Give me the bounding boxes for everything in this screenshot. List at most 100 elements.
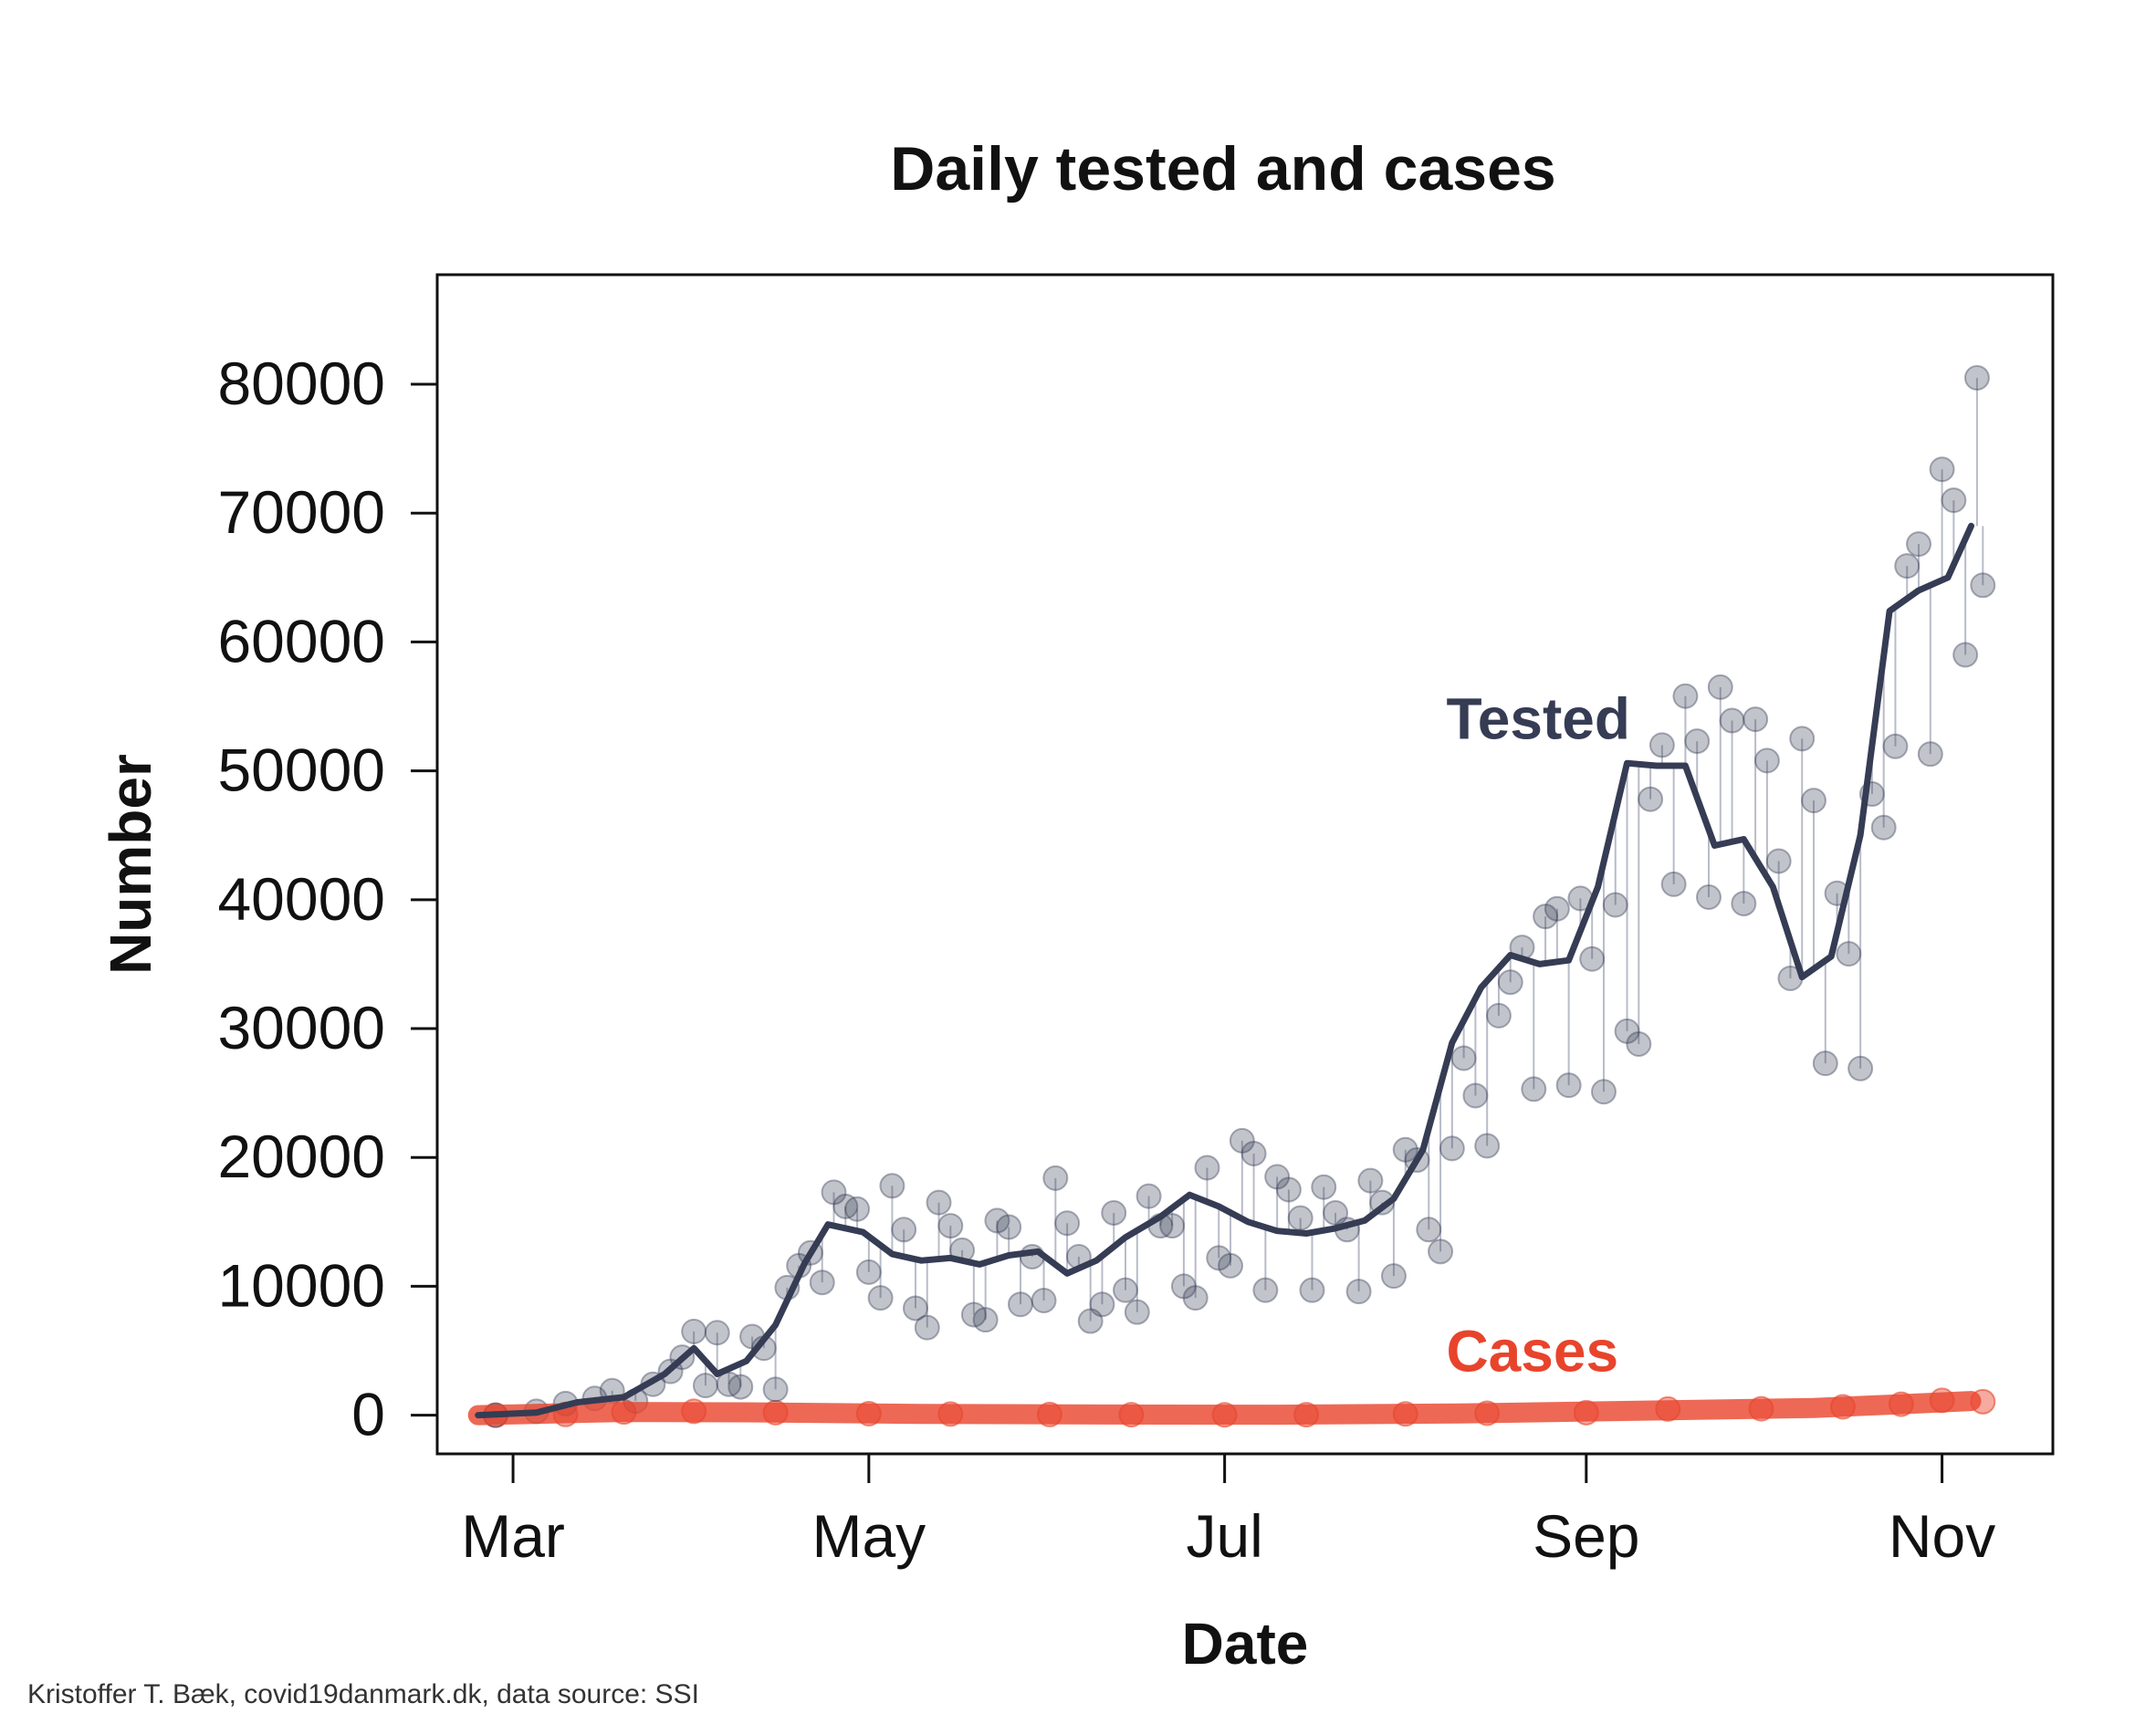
tested-point xyxy=(1206,1245,1232,1271)
tested-point xyxy=(1182,1285,1209,1311)
tested-point xyxy=(1485,1002,1512,1029)
y-axis-label: Number xyxy=(98,754,163,975)
tested-label: Tested xyxy=(1446,685,1630,751)
tested-point xyxy=(1323,1199,1349,1226)
cases-label: Cases xyxy=(1446,1319,1618,1384)
tested-point xyxy=(716,1371,742,1397)
tested-point xyxy=(1357,1167,1384,1194)
tested-point xyxy=(1801,788,1827,814)
y-axis: 0 10000 20000 30000 40000 50000 60000 70000 8000… xyxy=(217,350,437,1448)
y-tick-label: 60000 xyxy=(217,607,385,674)
tested-point xyxy=(1229,1127,1255,1154)
tested-point xyxy=(704,1320,730,1346)
tested-point xyxy=(1870,814,1897,841)
tested-point xyxy=(1194,1155,1220,1181)
tested-point xyxy=(1672,683,1699,709)
tested-point xyxy=(1590,1079,1617,1105)
tested-point xyxy=(1136,1183,1162,1209)
y-tick-label: 80000 xyxy=(217,350,385,417)
tested-point xyxy=(1929,456,1955,483)
tested-point xyxy=(1731,891,1757,917)
tested-point xyxy=(1533,904,1559,930)
tested-point xyxy=(1789,726,1816,752)
tested-point xyxy=(1638,786,1664,812)
tested-point xyxy=(1474,1133,1501,1159)
tested-point xyxy=(1439,1135,1465,1162)
y-tick-label: 70000 xyxy=(217,478,385,546)
tested-point xyxy=(1917,741,1943,768)
spike-lines xyxy=(494,377,1984,1416)
tested-point xyxy=(1970,572,1996,599)
tested-point xyxy=(1113,1277,1139,1303)
tested-point xyxy=(1906,531,1932,558)
tested-point xyxy=(1743,706,1769,733)
tested-point xyxy=(1719,707,1745,734)
tested-point xyxy=(926,1189,952,1216)
tested-points xyxy=(482,364,1996,1428)
tested-point xyxy=(1218,1252,1244,1279)
tested-point xyxy=(879,1173,905,1199)
tested-point xyxy=(1812,1050,1838,1077)
tested-point xyxy=(1847,1055,1874,1081)
tested-point xyxy=(1252,1277,1279,1303)
tested-point xyxy=(867,1285,894,1311)
x-tick-label: May xyxy=(812,1502,926,1570)
tested-point xyxy=(1170,1273,1197,1300)
tested-point xyxy=(1287,1205,1313,1231)
tested-point xyxy=(855,1259,882,1285)
tested-point xyxy=(1462,1082,1489,1109)
tested-point xyxy=(1579,946,1606,972)
tested-point xyxy=(727,1374,754,1400)
y-tick-label: 30000 xyxy=(217,994,385,1061)
x-tick-label: Nov xyxy=(1889,1502,1995,1570)
y-tick-label: 40000 xyxy=(217,865,385,933)
x-axis-label: Date xyxy=(1182,1611,1309,1677)
tested-point xyxy=(937,1213,964,1239)
tested-point xyxy=(1124,1299,1150,1325)
tested-point xyxy=(1765,848,1792,874)
tested-point xyxy=(1345,1279,1372,1305)
tested-point xyxy=(1054,1210,1081,1237)
y-tick-label: 10000 xyxy=(217,1251,385,1319)
tested-trend-line xyxy=(475,522,1974,1419)
tested-point xyxy=(1894,553,1921,580)
tested-point xyxy=(1941,487,1967,514)
tested-point xyxy=(1753,747,1780,774)
tested-point xyxy=(1275,1176,1302,1203)
y-tick-label: 50000 xyxy=(217,737,385,804)
tested-point xyxy=(762,1376,789,1403)
tested-point xyxy=(692,1373,718,1399)
tested-point xyxy=(1299,1277,1325,1303)
tested-point xyxy=(996,1214,1022,1240)
tested-point xyxy=(1240,1140,1267,1166)
tested-point xyxy=(1042,1165,1069,1191)
tested-point xyxy=(1684,728,1711,755)
tested-point xyxy=(681,1318,707,1344)
y-tick-label: 20000 xyxy=(217,1123,385,1190)
series-labels: Tested Cases xyxy=(1446,685,1630,1384)
tested-point xyxy=(984,1207,1010,1234)
tested-point xyxy=(1089,1291,1115,1318)
x-tick-label: Sep xyxy=(1533,1502,1639,1570)
tested-point xyxy=(1311,1174,1337,1200)
tested-point xyxy=(1031,1287,1057,1313)
tested-point xyxy=(1952,642,1979,668)
tested-point xyxy=(1660,871,1687,897)
tested-point xyxy=(1497,969,1523,996)
chart-title: Daily tested and cases xyxy=(890,134,1555,204)
tested-point xyxy=(1614,1018,1640,1044)
tested-point xyxy=(1428,1238,1454,1265)
source-caption: Kristoffer T. Bæk, covid19danmark.dk, da… xyxy=(27,1679,699,1709)
tested-point xyxy=(1695,884,1722,911)
tested-point xyxy=(1602,892,1628,918)
x-tick-label: Mar xyxy=(461,1502,565,1570)
x-axis: Mar May Jul Sep Nov xyxy=(461,1454,1995,1570)
tested-point xyxy=(1392,1136,1418,1163)
tested-point xyxy=(960,1301,987,1328)
tested-point xyxy=(1159,1213,1186,1239)
trend-lines xyxy=(467,522,1982,1426)
tested-point xyxy=(1450,1045,1477,1071)
cases-trend-line xyxy=(467,1391,1982,1426)
tested-point xyxy=(1555,1072,1582,1099)
